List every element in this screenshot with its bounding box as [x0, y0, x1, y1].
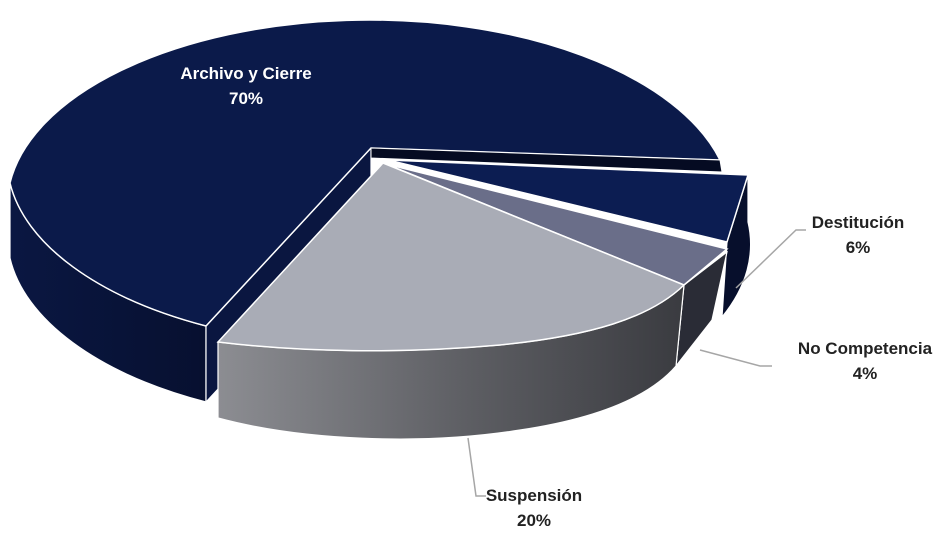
- label-suspension-value: 20%: [517, 511, 551, 530]
- label-archivo-value: 70%: [229, 89, 263, 108]
- leader-line-suspension: [467, 437, 486, 497]
- label-archivo-name: Archivo y Cierre: [180, 64, 311, 83]
- slice-destitucion-top: [387, 159, 750, 243]
- label-destitucion-name: Destitución: [812, 213, 905, 232]
- data-label-no-competencia: No Competencia 4%: [798, 339, 933, 383]
- label-suspension-name: Suspensión: [486, 486, 582, 505]
- leader-line-destitucion: [735, 229, 806, 289]
- leader-line-no-competencia: [699, 349, 772, 367]
- data-label-archivo-y-cierre: Archivo y Cierre 70%: [180, 64, 311, 108]
- slice-suspension: [216, 162, 686, 440]
- slice-destitucion: [387, 159, 752, 319]
- data-label-destitucion: Destitución 6%: [812, 213, 905, 257]
- label-destitucion-value: 6%: [846, 238, 871, 257]
- data-label-suspension: Suspensión 20%: [486, 486, 582, 530]
- slice-archivo-back-rim: [370, 147, 723, 173]
- label-nocomp-value: 4%: [853, 364, 878, 383]
- label-nocomp-name: No Competencia: [798, 339, 933, 358]
- slice-archivo-top: [9, 19, 722, 327]
- slice-destitucion-side: [721, 174, 752, 319]
- slice-suspension-top: [216, 162, 686, 352]
